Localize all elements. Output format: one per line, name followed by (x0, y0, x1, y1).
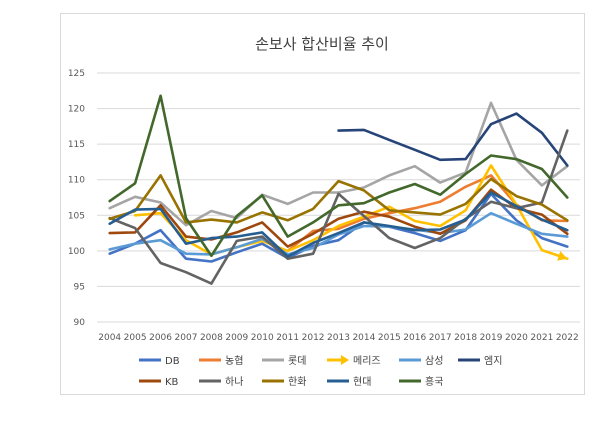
y-tick-label: 125 (68, 69, 85, 79)
x-tick-label: 2020 (505, 333, 528, 343)
x-tick-label: 2018 (454, 333, 477, 343)
x-tick-label: 2007 (175, 333, 198, 343)
chart-title: 손보사 합산비율 추이 (255, 35, 389, 53)
series-line-엠지 (337, 112, 569, 167)
y-tick-label: 110 (68, 176, 85, 186)
legend-item-하나: 하나 (199, 375, 243, 388)
legend-label: 농협 (225, 354, 243, 367)
legend-label: DB (165, 356, 180, 367)
x-tick-label: 2015 (378, 333, 401, 343)
legend-label: 흥국 (425, 375, 443, 388)
series-line-흥국 (108, 94, 569, 258)
x-tick-label: 2016 (403, 333, 426, 343)
y-tick-label: 100 (68, 247, 85, 257)
series-line-한화 (108, 174, 569, 224)
legend-label: KB (165, 377, 179, 388)
legend-item-롯데: 롯데 (262, 355, 306, 367)
y-tick-label: 90 (74, 318, 86, 328)
legend-item-메리즈: 메리즈 (327, 355, 381, 367)
legend-label: 삼성 (425, 355, 443, 367)
legend-item-현대: 현대 (327, 376, 371, 388)
x-tick-label: 2017 (429, 333, 452, 343)
legend-item-흥국: 흥국 (399, 375, 443, 388)
legend-label: 롯데 (288, 355, 306, 367)
legend-item-삼성: 삼성 (399, 355, 443, 367)
legend-item-농협: 농협 (199, 354, 243, 367)
x-tick-label: 2013 (327, 333, 350, 343)
legend-item-DB: DB (139, 356, 180, 367)
x-tick-label: 2011 (276, 333, 299, 343)
x-tick-label: 2014 (352, 333, 375, 343)
legend: DB 농협 롯데 메리즈 삼성 엠지 KB 하나 한화 현대 흥국 (139, 354, 502, 388)
y-axis-ticks: 90 95 100 105 110 115 120 125 (68, 69, 85, 328)
series-line-KB (108, 188, 569, 248)
series-line-롯데 (108, 101, 569, 227)
legend-swatch-arrow (341, 355, 349, 365)
x-tick-label: 2006 (149, 333, 172, 343)
x-tick-label: 2012 (302, 333, 325, 343)
legend-label: 현대 (353, 376, 371, 388)
series-lines (108, 94, 569, 285)
x-tick-label: 2010 (251, 333, 274, 343)
x-tick-label: 2005 (124, 333, 147, 343)
y-tick-label: 115 (68, 140, 85, 150)
series-line-메리즈 (133, 164, 569, 260)
legend-label: 엠지 (484, 355, 502, 367)
y-tick-label: 120 (68, 105, 85, 115)
y-tick-label: 95 (74, 282, 85, 292)
series-line-하나 (108, 129, 569, 285)
x-tick-label: 2022 (556, 333, 579, 343)
legend-label: 하나 (225, 375, 243, 388)
grid-lines (97, 72, 580, 323)
x-axis-ticks: 2004 2005 2006 2007 2008 2009 2010 2011 2012 2013… (98, 333, 578, 343)
x-tick-label: 2004 (98, 333, 121, 343)
x-tick-label: 2021 (530, 333, 553, 343)
x-tick-label: 2019 (480, 333, 503, 343)
legend-item-KB: KB (139, 377, 179, 388)
legend-label: 한화 (288, 376, 306, 388)
series-line-삼성 (108, 211, 569, 256)
legend-item-한화: 한화 (262, 376, 306, 388)
x-tick-label: 2008 (200, 333, 223, 343)
y-tick-label: 105 (68, 211, 85, 221)
series-arrowhead-메리즈 (557, 251, 568, 261)
legend-label: 메리즈 (353, 355, 381, 367)
series-line-현대 (108, 191, 569, 258)
x-tick-label: 2009 (225, 333, 248, 343)
legend-item-엠지: 엠지 (458, 355, 502, 367)
